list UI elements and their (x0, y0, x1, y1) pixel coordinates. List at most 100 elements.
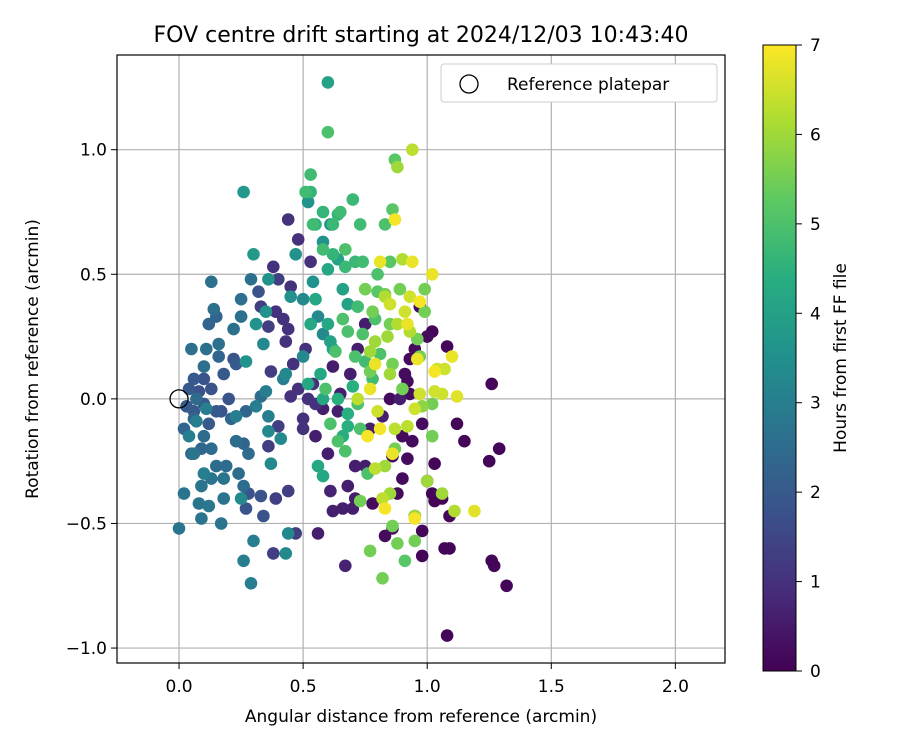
data-point (217, 367, 230, 381)
data-point (348, 459, 362, 473)
data-point (331, 434, 345, 448)
data-point (344, 367, 357, 381)
data-point (492, 442, 506, 456)
colorbar-ticks: 0 1 2 3 4 5 6 7 (796, 36, 821, 682)
data-point (272, 420, 285, 433)
data-point (185, 342, 198, 356)
data-point (234, 292, 248, 306)
data-point (366, 497, 379, 510)
data-point (257, 337, 270, 351)
colorbar: 0 1 2 3 4 5 6 7 Hours from first FF file (762, 36, 851, 682)
data-point (202, 417, 216, 431)
data-point (316, 392, 330, 406)
data-point (341, 420, 355, 433)
data-point (438, 362, 451, 376)
data-point (331, 405, 345, 418)
data-point (445, 350, 459, 363)
data-point (247, 534, 260, 548)
data-point (418, 305, 432, 319)
data-point (326, 504, 340, 518)
data-point (401, 420, 414, 433)
data-point (428, 365, 441, 378)
data-point (319, 382, 332, 396)
data-point (341, 325, 355, 338)
data-point (217, 472, 230, 485)
y-axis-ticks: −1.0 −0.5 0.0 0.5 1.0 (66, 141, 117, 659)
data-point (316, 205, 330, 219)
data-point (401, 452, 414, 466)
data-point (391, 537, 404, 550)
data-point (197, 429, 211, 443)
data-point (393, 282, 407, 296)
data-point (219, 459, 233, 473)
data-point (309, 292, 322, 306)
data-point (393, 392, 407, 406)
data-point (321, 447, 335, 461)
data-point (244, 273, 258, 286)
data-point (262, 439, 275, 453)
data-point (448, 504, 461, 518)
legend-label: Reference platepar (507, 75, 669, 95)
data-point (339, 559, 352, 573)
data-point (408, 512, 422, 525)
data-point (247, 248, 260, 261)
data-point (336, 282, 350, 296)
data-point (321, 76, 335, 89)
data-point (202, 499, 216, 513)
data-point (368, 462, 382, 475)
data-point (239, 502, 253, 515)
data-point (413, 387, 427, 401)
plot-frame (116, 54, 726, 664)
data-point (373, 255, 387, 269)
data-point (269, 305, 283, 319)
data-point (197, 372, 211, 386)
data-point (267, 547, 280, 560)
data-point (212, 350, 225, 363)
data-point (425, 268, 439, 281)
data-point (324, 417, 337, 431)
data-point (339, 243, 352, 256)
data-point (289, 248, 303, 261)
data-point (197, 467, 211, 480)
data-point (388, 213, 402, 226)
data-point (210, 405, 223, 418)
data-point (487, 559, 501, 573)
data-point (406, 255, 419, 269)
data-point (326, 218, 340, 231)
data-point (383, 367, 397, 381)
data-point (386, 519, 399, 533)
data-point (309, 429, 322, 443)
data-point (408, 534, 422, 548)
data-point (500, 579, 513, 593)
data-point (200, 402, 213, 416)
data-point (301, 377, 315, 391)
data-point (321, 263, 335, 276)
data-point (358, 355, 372, 368)
data-point (314, 367, 327, 381)
data-point (264, 457, 278, 471)
data-point (458, 434, 471, 448)
data-point (232, 467, 245, 480)
data-point (279, 335, 293, 348)
data-point (259, 385, 273, 398)
data-point (227, 322, 240, 336)
colorbar-tick-label: 5 (810, 215, 821, 235)
data-point (304, 317, 317, 331)
data-point (249, 400, 263, 413)
legend-marker-icon (459, 74, 479, 94)
data-point (321, 125, 335, 139)
data-point (306, 218, 320, 231)
data-point (383, 392, 397, 406)
data-point (435, 387, 449, 401)
data-point (267, 260, 280, 274)
data-point (353, 218, 367, 231)
data-point (435, 487, 449, 500)
data-point (415, 549, 429, 563)
data-point (368, 335, 382, 348)
data-point (373, 422, 387, 436)
data-point (205, 382, 218, 396)
data-point (264, 365, 278, 378)
data-point (336, 312, 350, 326)
data-point (259, 305, 273, 319)
